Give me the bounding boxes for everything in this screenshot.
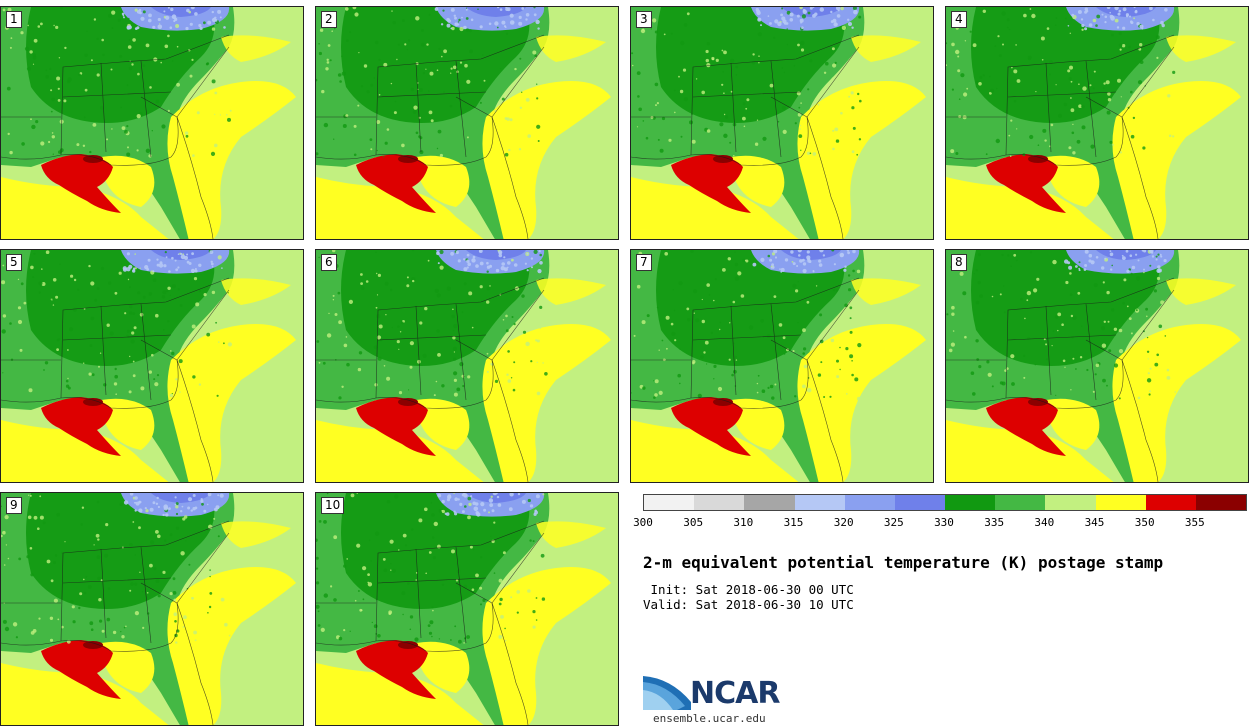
colorbar-swatch [995, 495, 1046, 510]
theta-e-map [631, 250, 933, 482]
colorbar-swatch [844, 495, 895, 510]
colorbar-tick-label: 305 [683, 516, 704, 529]
member-number-label: 9 [6, 497, 22, 514]
theta-e-map [316, 7, 618, 239]
member-panel-7[interactable]: 7 [630, 249, 934, 483]
colorbar-tick-label: 325 [883, 516, 904, 529]
member-number-label: 1 [6, 11, 22, 28]
colorbar-tick-label: 345 [1084, 516, 1105, 529]
colorbar-swatch [1095, 495, 1146, 510]
ncar-logo-icon [643, 676, 691, 710]
colorbar-tick-label: 320 [833, 516, 854, 529]
colorbar-swatch [694, 495, 745, 510]
colorbar-swatch [744, 495, 795, 510]
colorbar-swatch [1045, 495, 1096, 510]
member-panel-9[interactable]: 9 [0, 492, 304, 726]
theta-e-map [316, 250, 618, 482]
colorbar-tick-label: 340 [1034, 516, 1055, 529]
member-panel-8[interactable]: 8 [945, 249, 1249, 483]
colorbar-tick-label: 315 [783, 516, 804, 529]
colorbar-swatch [794, 495, 845, 510]
member-number-label: 10 [321, 497, 345, 514]
theta-e-map [946, 7, 1248, 239]
theta-e-map [631, 7, 933, 239]
colorbar-tick-label: 310 [733, 516, 754, 529]
theta-e-map [946, 250, 1248, 482]
member-number-label: 7 [636, 254, 652, 271]
chart-title: 2-m equivalent potential temperature (K)… [643, 553, 1164, 572]
colorbar-swatch [894, 495, 946, 510]
colorbar-ticks: 300 305 310 315 320 325 330 335 340 345 350 355 [633, 511, 1260, 529]
colorbar-swatch [1195, 495, 1247, 510]
member-panel-4[interactable]: 4 [945, 6, 1249, 240]
colorbar-swatch [945, 495, 996, 510]
member-panel-1[interactable]: 1 [0, 6, 304, 240]
member-panel-2[interactable]: 2 [315, 6, 619, 240]
member-number-label: 2 [321, 11, 337, 28]
colorbar-tick-label: 300 [633, 516, 653, 529]
colorbar-swatch [1145, 495, 1196, 510]
theta-e-map [316, 493, 618, 725]
member-panel-10[interactable]: 10 [315, 492, 619, 726]
colorbar-tick-label: 350 [1134, 516, 1155, 529]
colorbar-tick-label: 335 [984, 516, 1005, 529]
ncar-logo-text: NCAR [690, 676, 780, 711]
colorbar-tick-label: 355 [1184, 516, 1205, 529]
member-number-label: 4 [951, 11, 967, 28]
valid-time-text: Valid: Sat 2018-06-30 10 UTC [643, 597, 854, 612]
theta-e-map [1, 7, 303, 239]
colorbar-legend: 300 305 310 315 320 325 330 335 340 345 350 355 [633, 494, 1260, 529]
ensemble-url-text: ensemble.ucar.edu [653, 712, 766, 725]
colorbar-swatches [643, 494, 1247, 511]
colorbar-swatch [644, 495, 695, 510]
member-number-label: 5 [6, 254, 22, 271]
theta-e-map [1, 493, 303, 725]
member-number-label: 8 [951, 254, 967, 271]
member-panel-5[interactable]: 5 [0, 249, 304, 483]
init-time-text: Init: Sat 2018-06-30 00 UTC [643, 582, 854, 597]
member-number-label: 3 [636, 11, 652, 28]
member-panel-6[interactable]: 6 [315, 249, 619, 483]
colorbar-tick-label: 330 [934, 516, 954, 529]
theta-e-map [1, 250, 303, 482]
member-panel-3[interactable]: 3 [630, 6, 934, 240]
member-number-label: 6 [321, 254, 337, 271]
